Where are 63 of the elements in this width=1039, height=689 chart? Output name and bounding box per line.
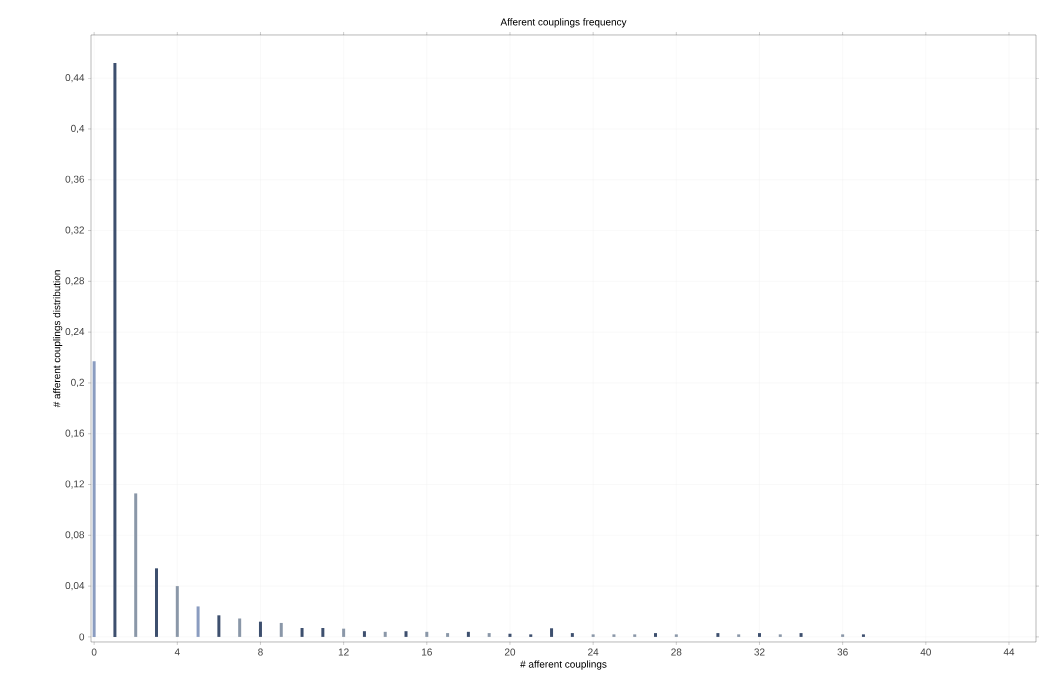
x-tick-label: 40 (920, 648, 931, 656)
bar (404, 631, 408, 637)
bar (155, 568, 158, 637)
bar (570, 633, 574, 637)
x-tick-label: 16 (422, 648, 432, 656)
bar (113, 62, 117, 637)
y-tick-label: 0,44 (65, 74, 85, 83)
x-tick-label: 36 (837, 648, 848, 656)
bar (217, 615, 221, 637)
bar (861, 634, 865, 637)
bar (737, 634, 741, 637)
bar (425, 631, 429, 637)
bar (487, 633, 491, 637)
x-tick-label: 44 (1003, 648, 1015, 656)
y-axis-title: # afferent couplings distribution (52, 270, 63, 408)
bar (258, 621, 262, 637)
bar (92, 361, 96, 637)
bar (633, 634, 637, 637)
y-tick-label: 0,4 (71, 124, 85, 134)
bar (134, 493, 138, 637)
bar (799, 633, 803, 637)
bar (550, 628, 554, 637)
bar (279, 622, 283, 637)
bar (757, 633, 761, 637)
bar (342, 628, 346, 637)
x-tick-label: 32 (754, 648, 765, 656)
y-tick-label: 0,04 (65, 582, 85, 591)
bar (362, 631, 366, 637)
y-tick-label: 0,12 (65, 480, 84, 489)
y-tick-label: 0,36 (65, 175, 85, 184)
x-tick-label: 20 (504, 648, 516, 656)
bar (716, 633, 720, 637)
x-tick-label: 4 (174, 648, 180, 656)
x-tick-label: 8 (258, 648, 263, 656)
bar (300, 628, 304, 637)
y-tick-label: 0,08 (65, 531, 85, 540)
y-tick-label: 0,28 (65, 277, 85, 286)
y-tick-label: 0,2 (71, 378, 84, 388)
x-tick-label: 28 (671, 648, 682, 656)
bar (321, 628, 325, 637)
bar (529, 634, 533, 637)
y-tick-label: 0,24 (65, 328, 85, 337)
x-tick-label: 24 (588, 648, 599, 656)
bar (446, 633, 450, 637)
y-tick-label: 0,16 (65, 429, 85, 438)
bar (383, 631, 387, 637)
bar (175, 586, 179, 637)
x-tick-label: 12 (338, 648, 349, 656)
bar (841, 634, 845, 637)
bar (196, 606, 200, 637)
bar (591, 634, 595, 637)
bar (508, 633, 512, 637)
chart-title: Afferent couplings frequency (500, 18, 627, 28)
bar (778, 634, 782, 637)
x-axis-title: # afferent couplings (520, 660, 607, 670)
bar (238, 618, 242, 637)
bar (612, 634, 616, 637)
x-tick-label: 0 (91, 648, 97, 656)
bar (674, 634, 678, 637)
y-tick-label: 0,32 (65, 226, 84, 235)
bar (466, 631, 470, 637)
bar (654, 633, 658, 637)
y-tick-label: 0 (79, 633, 85, 641)
